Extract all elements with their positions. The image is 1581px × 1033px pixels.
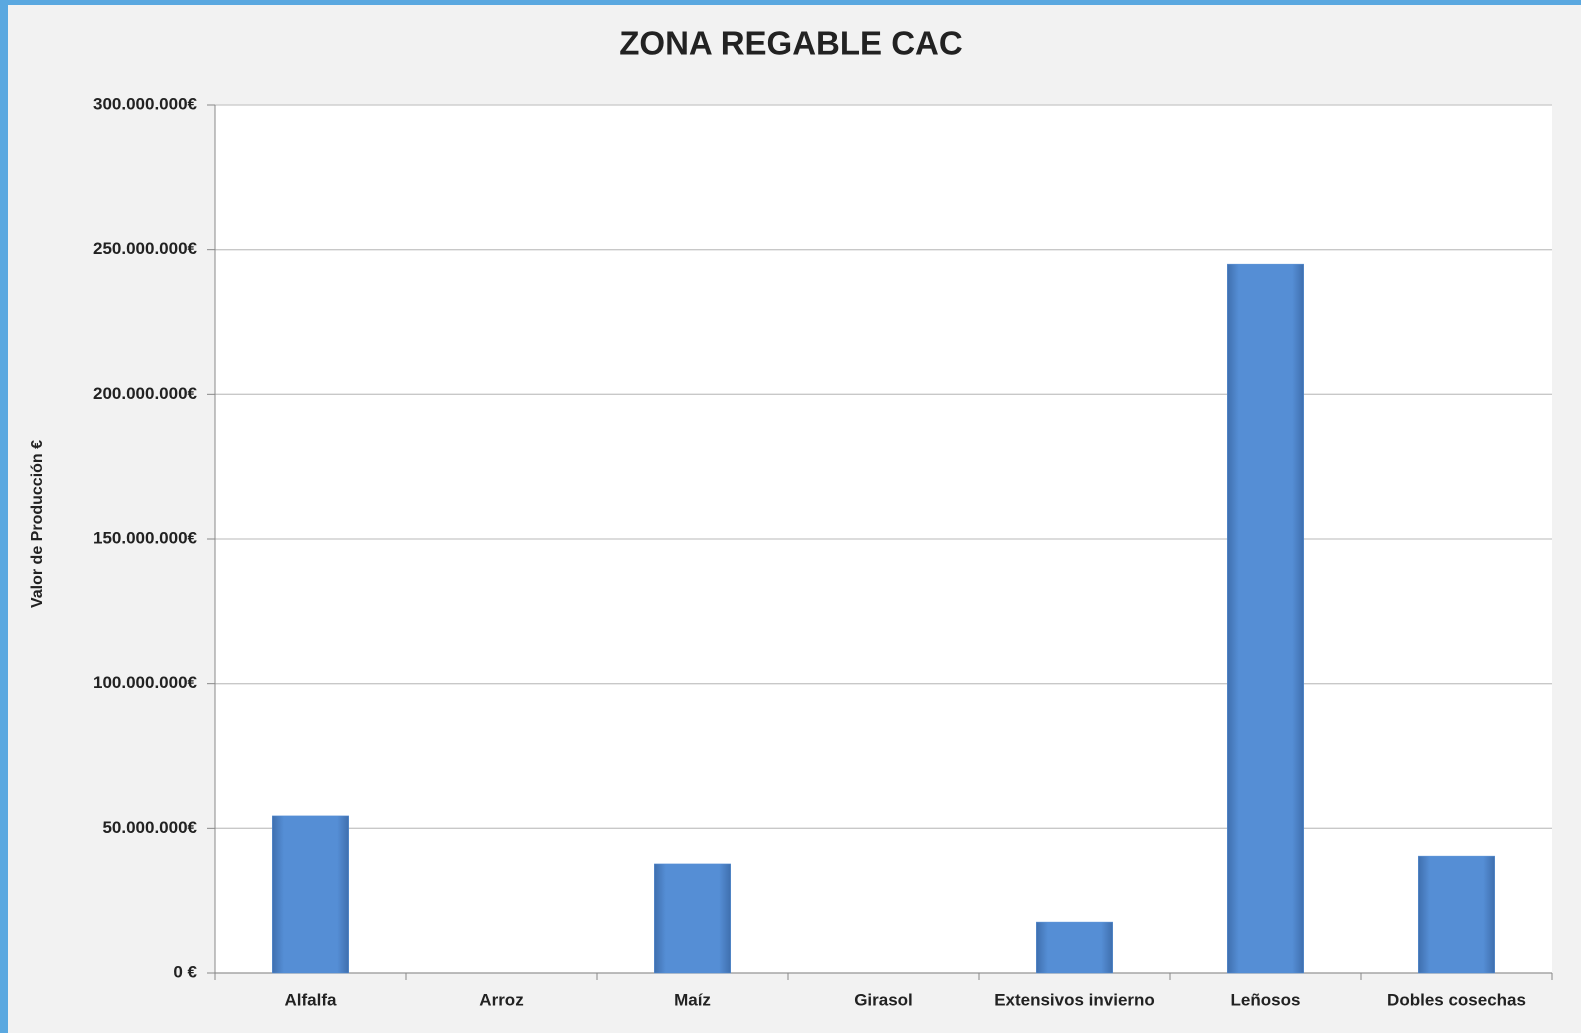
bar	[272, 815, 349, 974]
x-tick-label: Girasol	[854, 990, 913, 1009]
y-tick-label: 300.000.000€	[93, 94, 198, 113]
y-tick-label: 250.000.000€	[93, 239, 198, 258]
y-axis-label: Valor de Producción €	[29, 440, 46, 608]
bar	[654, 863, 731, 974]
x-tick-label: Dobles cosechas	[1387, 990, 1526, 1009]
y-tick-label: 0 €	[173, 962, 197, 981]
y-tick-label: 150.000.000€	[93, 528, 198, 547]
bar	[1227, 263, 1304, 974]
x-tick-label: Arroz	[479, 990, 523, 1009]
y-tick-label: 100.000.000€	[93, 673, 198, 692]
bar	[1418, 855, 1495, 974]
x-tick-label: Alfalfa	[285, 990, 338, 1009]
x-tick-label: Maíz	[674, 990, 711, 1009]
x-tick-label: Extensivos invierno	[994, 990, 1155, 1009]
x-tick-label: Leñosos	[1231, 990, 1301, 1009]
y-tick-label: 200.000.000€	[93, 384, 198, 403]
bar	[1036, 921, 1113, 974]
chart-title: ZONA REGABLE CAC	[619, 25, 962, 62]
y-tick-label: 50.000.000€	[102, 818, 197, 837]
